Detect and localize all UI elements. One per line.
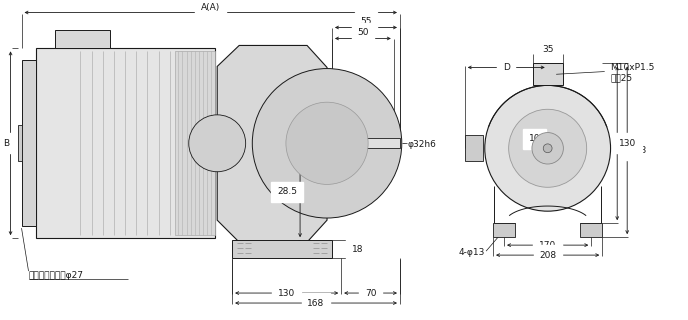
Text: A(A): A(A)	[201, 3, 220, 12]
Bar	[533, 63, 563, 85]
Circle shape	[532, 132, 563, 164]
Text: 170: 170	[539, 241, 557, 250]
Circle shape	[544, 144, 552, 153]
Text: 50: 50	[357, 28, 369, 37]
Text: ケーブル引込口φ27: ケーブル引込口φ27	[28, 271, 83, 280]
Text: B: B	[3, 139, 10, 148]
Bar	[17, 125, 21, 161]
Bar	[332, 138, 400, 148]
Text: 28.5: 28.5	[277, 187, 297, 196]
Circle shape	[485, 85, 610, 211]
Polygon shape	[217, 45, 327, 242]
Bar	[493, 223, 515, 237]
Circle shape	[286, 102, 368, 184]
Circle shape	[189, 115, 246, 172]
Text: 55: 55	[361, 18, 372, 27]
Text: 130: 130	[619, 139, 636, 148]
Bar	[580, 223, 602, 237]
Circle shape	[252, 68, 402, 218]
Bar	[56, 30, 110, 48]
Text: 168: 168	[308, 299, 325, 308]
Bar	[21, 60, 36, 226]
Bar	[465, 135, 483, 161]
Text: 深さ25: 深さ25	[610, 73, 632, 82]
Circle shape	[508, 109, 587, 187]
Text: 35: 35	[542, 45, 553, 54]
Text: M10xP1.5: M10xP1.5	[610, 63, 654, 72]
Text: 130: 130	[278, 289, 295, 298]
Bar	[36, 48, 215, 238]
Bar	[175, 52, 215, 235]
Text: 18: 18	[352, 244, 363, 254]
Text: 4-φ13: 4-φ13	[459, 248, 485, 257]
Text: 70: 70	[365, 289, 376, 298]
Bar	[232, 240, 332, 258]
Text: φ32h6: φ32h6	[408, 140, 437, 149]
Text: 208: 208	[539, 251, 556, 260]
Text: 10: 10	[529, 134, 541, 143]
Text: D: D	[503, 63, 510, 72]
Text: 198: 198	[630, 146, 647, 155]
